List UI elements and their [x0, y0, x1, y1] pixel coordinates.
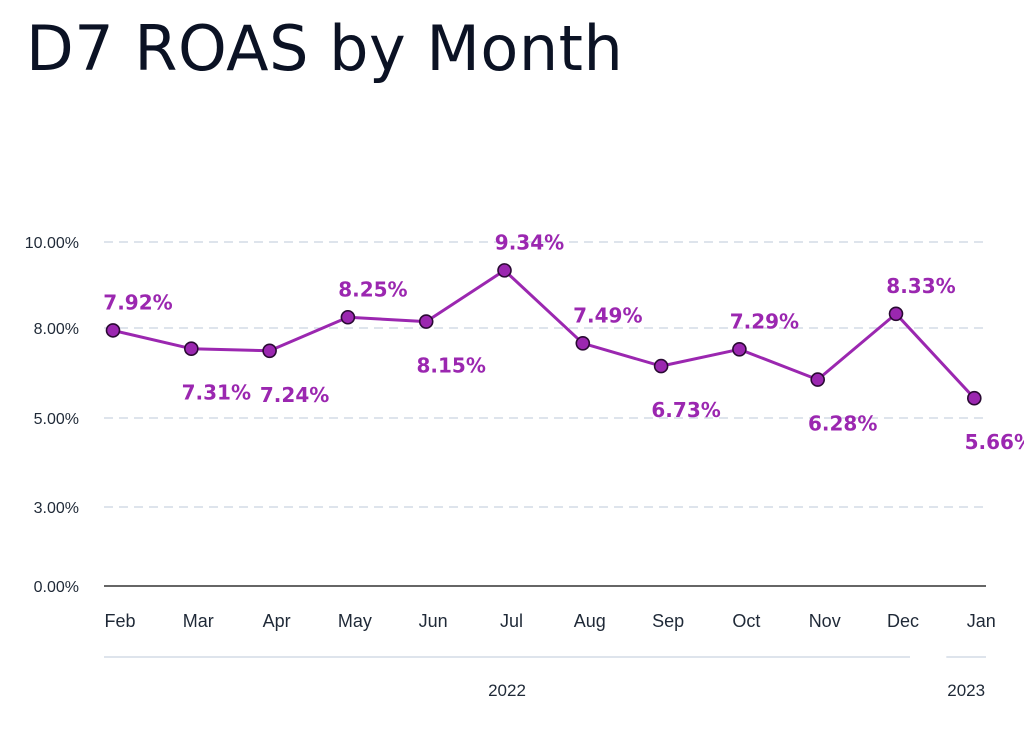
x-tick-label: Mar — [183, 611, 214, 631]
data-labels: 7.92% 7.31% 7.24% 8.25% 8.15% 9.34% 7.49% 6.73%… — [103, 230, 1024, 454]
data-point — [262, 343, 277, 359]
data-label: 6.28% — [808, 412, 877, 436]
year-groups: 2022 2023 — [104, 656, 986, 700]
data-label: 8.15% — [417, 354, 486, 378]
data-label: 7.49% — [573, 303, 642, 327]
x-tick-label: Feb — [104, 611, 135, 631]
y-tick-label: 8.00% — [34, 321, 79, 338]
series-line-layer — [111, 268, 976, 400]
data-label: 8.33% — [886, 274, 955, 298]
data-point — [888, 306, 904, 322]
data-point — [732, 341, 747, 357]
year-group-label: 2023 — [947, 681, 985, 700]
data-label: 5.66% — [965, 430, 1024, 454]
data-points — [105, 263, 982, 406]
gridlines — [104, 241, 986, 508]
x-tick-label: Sep — [652, 611, 684, 631]
y-tick-label: 3.00% — [34, 500, 79, 517]
data-point — [653, 358, 669, 374]
data-label: 7.24% — [260, 383, 329, 407]
data-point — [497, 263, 512, 278]
x-tick-label: Aug — [574, 611, 606, 631]
data-point — [105, 323, 121, 338]
y-tick-label: 5.00% — [34, 411, 79, 428]
x-tick-label: May — [338, 611, 372, 631]
data-point — [966, 390, 982, 406]
data-label: 8.25% — [338, 277, 407, 301]
x-tick-label: Oct — [732, 611, 760, 631]
data-label: 7.29% — [730, 309, 799, 333]
x-tick-label: Jul — [500, 611, 523, 631]
x-tick-label: Dec — [887, 611, 919, 631]
data-label: 6.73% — [651, 398, 720, 422]
x-tick-label: Apr — [263, 611, 291, 631]
data-point — [575, 335, 591, 351]
year-group-label: 2022 — [488, 681, 526, 700]
x-tick-label: Jun — [419, 611, 448, 631]
data-label: 7.92% — [103, 290, 172, 314]
data-point — [184, 341, 199, 357]
data-point — [340, 309, 356, 325]
x-tick-label: Nov — [809, 611, 841, 631]
chart-title: D7 ROAS by Month — [26, 12, 624, 85]
series-line — [111, 268, 976, 400]
y-tick-label: 10.00% — [25, 235, 79, 252]
y-axis-ticks: 0.00% 3.00% 5.00% 8.00% 10.00% — [25, 235, 79, 596]
data-point — [810, 372, 826, 387]
data-label: 9.34% — [495, 230, 564, 254]
data-label: 7.31% — [182, 381, 251, 405]
x-tick-label: Jan — [967, 611, 996, 631]
y-tick-label: 0.00% — [34, 579, 79, 596]
x-axis-ticks: Feb Mar Apr May Jun Jul Aug Sep Oct Nov Dec Jan — [104, 611, 995, 631]
data-point — [418, 314, 434, 329]
